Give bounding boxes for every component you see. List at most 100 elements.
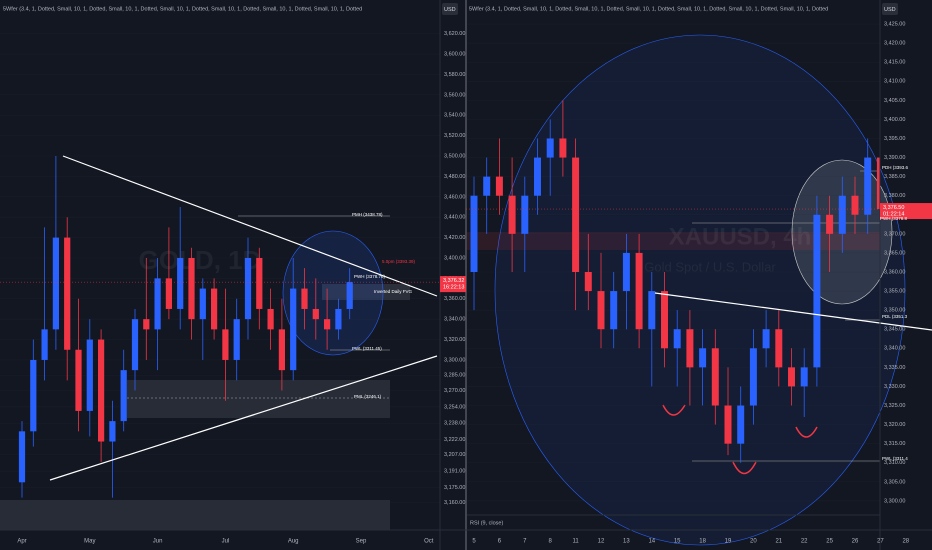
currency-label: USD: [884, 7, 896, 13]
level-annotation: PMH (3438.78): [352, 212, 383, 217]
candle-body: [154, 278, 161, 330]
x-tick-label: Jul: [222, 539, 230, 545]
y-tick-label: 3,365.00: [884, 250, 905, 256]
candle-body: [323, 319, 331, 330]
candle-body: [312, 308, 319, 320]
y-tick-label: 3,191.00: [444, 469, 465, 475]
y-tick-label: 3,385.00: [884, 174, 905, 180]
candle-body: [559, 138, 567, 158]
pattern-arc: [732, 461, 757, 475]
candle-body: [75, 349, 82, 411]
marks-layer: GOLD, 1D XAUUSD, 4h Gold Spot / U.S. Dolla…: [0, 23, 880, 503]
candle-body: [661, 291, 668, 349]
x-tick-label: Sep: [356, 539, 367, 545]
highlight-circle: [282, 230, 384, 356]
y-tick-label: 3,305.00: [884, 479, 905, 485]
candle-body: [788, 367, 795, 387]
y-tick-label: 3,405.00: [884, 98, 905, 104]
y-tick-label: 3,360.00: [444, 296, 465, 302]
trend-line: [62, 155, 438, 297]
candle-body: [737, 405, 745, 444]
y-tick-label: 3,300.00: [884, 498, 905, 504]
x-tick-label: 15: [674, 539, 681, 545]
y-tick-label: 3,330.00: [884, 384, 905, 390]
y-tick-label: 3,600.00: [444, 51, 465, 57]
candle-body: [97, 339, 105, 442]
x-tick-label: Aug: [288, 539, 299, 545]
y-tick-label: 3,395.00: [884, 136, 905, 142]
candle-body: [673, 329, 681, 349]
zone-box: [127, 380, 390, 418]
y-tick-label: 3,335.00: [884, 365, 905, 371]
trend-line: [49, 355, 438, 481]
y-tick-label: 3,480.00: [444, 174, 465, 180]
countdown-timer: 16:22:13: [443, 285, 464, 291]
candle-body: [534, 157, 541, 196]
candle-body: [648, 291, 656, 330]
candle-body: [876, 157, 880, 210]
candle-body: [30, 359, 37, 432]
x-tick-label: 22: [801, 539, 808, 545]
candle-body: [278, 329, 286, 371]
fvg-box: [466, 232, 880, 250]
x-tick-label: 5: [472, 539, 476, 545]
last-price-box: [880, 203, 932, 220]
candle-body: [800, 367, 808, 387]
level-annotation: PWL (3311.45): [352, 346, 382, 351]
x-tick-label: 8: [549, 539, 553, 545]
candle-body: [244, 257, 252, 320]
last-price-box: [440, 276, 466, 293]
y-tick-label: 3,345.00: [884, 327, 905, 333]
y-tick-label: 3,310.00: [884, 460, 905, 466]
watermark: XAUUSD, 4h: [669, 223, 812, 250]
y-tick-label: 3,460.00: [444, 194, 465, 200]
level-annotation: Inverted Daily FVG: [374, 289, 413, 294]
candle-body: [838, 195, 846, 234]
candle-body: [584, 271, 592, 292]
y-tick-label: 3,340.00: [884, 346, 905, 352]
y-tick-label: 3,355.00: [884, 289, 905, 295]
candle-body: [64, 237, 71, 350]
countdown-timer: 01:22:14: [883, 212, 904, 218]
candle-body: [495, 176, 503, 196]
x-tick-label: 6: [498, 539, 502, 545]
x-tick-label: Jun: [153, 539, 163, 545]
zone-box: [0, 500, 390, 530]
candle-body: [546, 138, 554, 158]
y-tick-label: 3,370.00: [884, 231, 905, 237]
y-tick-label: 3,400.00: [884, 117, 905, 123]
x-tick-label: 20: [750, 539, 757, 545]
watermark-subtitle: Gold Spot / U.S. Dollar: [644, 259, 776, 274]
candle-body: [177, 257, 184, 309]
y-tick-label: 3,500.00: [444, 153, 465, 159]
y-tick-label: 3,285.00: [444, 373, 465, 379]
x-tick-label: 27: [877, 539, 884, 545]
y-tick-label: 3,360.00: [884, 269, 905, 275]
fvg-box: [322, 284, 410, 300]
y-tick-label: 3,520.00: [444, 133, 465, 139]
x-tick-label: May: [84, 539, 95, 545]
y-tick-label: 3,580.00: [444, 72, 465, 78]
last-price-label: 3,376.50: [883, 205, 904, 211]
candle-body: [508, 195, 516, 234]
y-tick-label: 3,350.00: [884, 308, 905, 314]
y-tick-label: 3,325.00: [884, 403, 905, 409]
candle-body: [165, 278, 173, 309]
y-tick-label: 3,400.00: [444, 255, 465, 261]
y-tick-label: 3,238.00: [444, 421, 465, 427]
x-tick-label: 13: [623, 539, 630, 545]
candle-body: [597, 291, 605, 330]
candle-body: [572, 157, 580, 272]
candle-body: [470, 195, 478, 272]
x-tick-label: 14: [648, 539, 655, 545]
candle-body: [120, 370, 127, 422]
candle-body: [199, 288, 206, 320]
level-annotation: PDL (3351.3: [882, 314, 908, 319]
candle-body: [86, 339, 93, 411]
watermark: GOLD, 1D: [139, 245, 262, 275]
y-tick-label: 3,320.00: [884, 422, 905, 428]
candle-body: [699, 348, 707, 368]
x-tick-label: 26: [852, 539, 859, 545]
